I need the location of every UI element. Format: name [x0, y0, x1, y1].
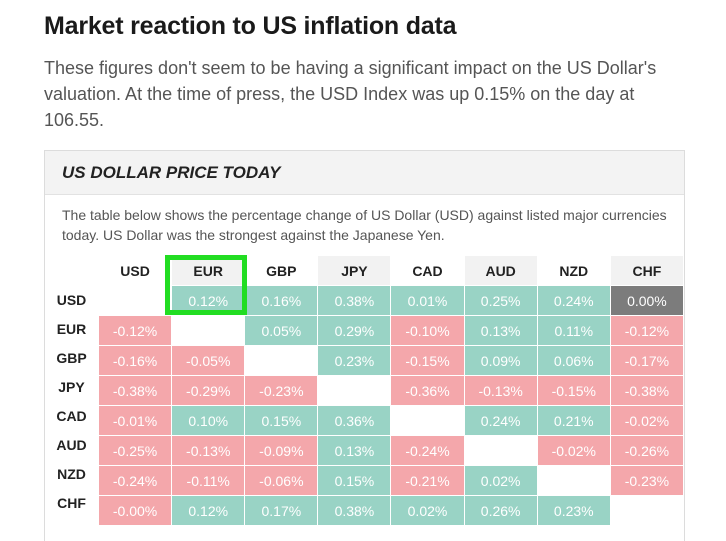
column-header-cad: CAD — [390, 255, 465, 286]
row-header-chf: CHF — [57, 495, 86, 511]
cell-cad-aud: 0.24% — [463, 405, 538, 436]
cell-chf-jpy: 0.38% — [317, 495, 392, 526]
usd-price-widget: US DOLLAR PRICE TODAY The table below sh… — [44, 150, 685, 541]
table-row: -0.38% -0.29% -0.23% -0.36% -0.13% -0.15% -0.3… — [97, 375, 685, 406]
cell-usd-eur: 0.12% — [171, 285, 246, 316]
row-header-nzd: NZD — [57, 466, 86, 482]
row-header-eur: EUR — [56, 321, 87, 337]
cell-chf-aud: 0.26% — [463, 495, 538, 526]
cell-aud-chf: -0.26% — [609, 435, 685, 466]
widget-header: US DOLLAR PRICE TODAY — [45, 151, 684, 195]
cell-cad-gbp: 0.15% — [244, 405, 319, 436]
cell-chf-chf — [609, 495, 685, 526]
cell-nzd-usd: -0.24% — [97, 465, 173, 496]
cell-gbp-chf: -0.17% — [609, 345, 685, 376]
cell-eur-aud: 0.13% — [463, 315, 538, 346]
column-header-usd: USD — [97, 255, 173, 286]
cell-cad-eur: 0.10% — [171, 405, 246, 436]
row-header-cad: CAD — [56, 408, 87, 424]
cell-nzd-aud: 0.02% — [463, 465, 538, 496]
cell-jpy-jpy — [317, 375, 392, 406]
cell-usd-gbp: 0.16% — [244, 285, 319, 316]
cell-nzd-cad: -0.21% — [390, 465, 465, 496]
cell-usd-jpy: 0.38% — [317, 285, 392, 316]
cell-eur-nzd: 0.11% — [536, 315, 611, 346]
cell-aud-cad: -0.24% — [390, 435, 465, 466]
cell-jpy-cad: -0.36% — [390, 375, 465, 406]
cell-jpy-gbp: -0.23% — [244, 375, 319, 406]
cell-nzd-eur: -0.11% — [171, 465, 246, 496]
cell-jpy-usd: -0.38% — [97, 375, 173, 406]
row-header-usd: USD — [56, 292, 87, 308]
cell-cad-nzd: 0.21% — [536, 405, 611, 436]
cell-nzd-chf: -0.23% — [609, 465, 685, 496]
cell-eur-eur — [171, 315, 246, 346]
cell-gbp-usd: -0.16% — [97, 345, 173, 376]
cell-usd-nzd: 0.24% — [536, 285, 611, 316]
cell-usd-cad: 0.01% — [390, 285, 465, 316]
widget-title: US DOLLAR PRICE TODAY — [62, 163, 281, 182]
cell-gbp-gbp — [244, 345, 319, 376]
article-headline: Market reaction to US inflation data — [44, 12, 457, 40]
cell-aud-gbp: -0.09% — [244, 435, 319, 466]
cell-gbp-nzd: 0.06% — [536, 345, 611, 376]
cell-chf-gbp: 0.17% — [244, 495, 319, 526]
table-row: -0.16% -0.05% 0.23% -0.15% 0.09% 0.06% -0.17% — [97, 345, 685, 376]
column-header-chf: CHF — [609, 255, 685, 286]
table-row: -0.12% 0.05% 0.29% -0.10% 0.13% 0.11% -0.12% — [97, 315, 685, 346]
currency-matrix-table: USD EUR GBP JPY CAD AUD NZD CHF 0.12% 0.16% 0.38%… — [97, 255, 685, 526]
cell-aud-nzd: -0.02% — [536, 435, 611, 466]
cell-eur-cad: -0.10% — [390, 315, 465, 346]
cell-usd-chf: 0.00% — [609, 285, 685, 316]
table-row: -0.24% -0.11% -0.06% 0.15% -0.21% 0.02% -0.23% — [97, 465, 685, 496]
cell-jpy-nzd: -0.15% — [536, 375, 611, 406]
cell-gbp-eur: -0.05% — [171, 345, 246, 376]
matrix-body: 0.12% 0.16% 0.38% 0.01% 0.25% 0.24% 0.00% -0.12… — [97, 285, 685, 526]
cell-cad-cad — [390, 405, 465, 436]
cell-jpy-chf: -0.38% — [609, 375, 685, 406]
cell-eur-gbp: 0.05% — [244, 315, 319, 346]
cell-gbp-cad: -0.15% — [390, 345, 465, 376]
row-header-aud: AUD — [56, 437, 87, 453]
cell-jpy-aud: -0.13% — [463, 375, 538, 406]
cell-gbp-aud: 0.09% — [463, 345, 538, 376]
cell-jpy-eur: -0.29% — [171, 375, 246, 406]
cell-chf-usd: -0.00% — [97, 495, 173, 526]
cell-aud-jpy: 0.13% — [317, 435, 392, 466]
column-header-aud: AUD — [463, 255, 538, 286]
column-header-eur: EUR — [171, 255, 246, 286]
table-row: 0.12% 0.16% 0.38% 0.01% 0.25% 0.24% 0.00% — [97, 285, 685, 316]
column-header-row: USD EUR GBP JPY CAD AUD NZD CHF — [97, 255, 685, 286]
cell-gbp-jpy: 0.23% — [317, 345, 392, 376]
cell-usd-aud: 0.25% — [463, 285, 538, 316]
cell-chf-cad: 0.02% — [390, 495, 465, 526]
cell-cad-chf: -0.02% — [609, 405, 685, 436]
cell-nzd-jpy: 0.15% — [317, 465, 392, 496]
cell-nzd-gbp: -0.06% — [244, 465, 319, 496]
cell-cad-usd: -0.01% — [97, 405, 173, 436]
column-header-nzd: NZD — [536, 255, 611, 286]
cell-eur-jpy: 0.29% — [317, 315, 392, 346]
cell-eur-usd: -0.12% — [97, 315, 173, 346]
column-header-gbp: GBP — [244, 255, 319, 286]
cell-nzd-nzd — [536, 465, 611, 496]
cell-eur-chf: -0.12% — [609, 315, 685, 346]
widget-description: The table below shows the percentage cha… — [62, 207, 667, 243]
article-intro: These figures don't seem to be having a … — [44, 58, 657, 130]
cell-chf-nzd: 0.23% — [536, 495, 611, 526]
cell-chf-eur: 0.12% — [171, 495, 246, 526]
column-header-jpy: JPY — [317, 255, 392, 286]
cell-aud-usd: -0.25% — [97, 435, 173, 466]
row-header-jpy: JPY — [58, 379, 85, 395]
cell-aud-eur: -0.13% — [171, 435, 246, 466]
cell-usd-usd — [97, 285, 173, 316]
cell-aud-aud — [463, 435, 538, 466]
row-header-gbp: GBP — [56, 350, 87, 366]
table-row: -0.00% 0.12% 0.17% 0.38% 0.02% 0.26% 0.23% — [97, 495, 685, 526]
cell-cad-jpy: 0.36% — [317, 405, 392, 436]
table-row: -0.01% 0.10% 0.15% 0.36% 0.24% 0.21% -0.02% — [97, 405, 685, 436]
table-row: -0.25% -0.13% -0.09% 0.13% -0.24% -0.02% -0.26… — [97, 435, 685, 466]
